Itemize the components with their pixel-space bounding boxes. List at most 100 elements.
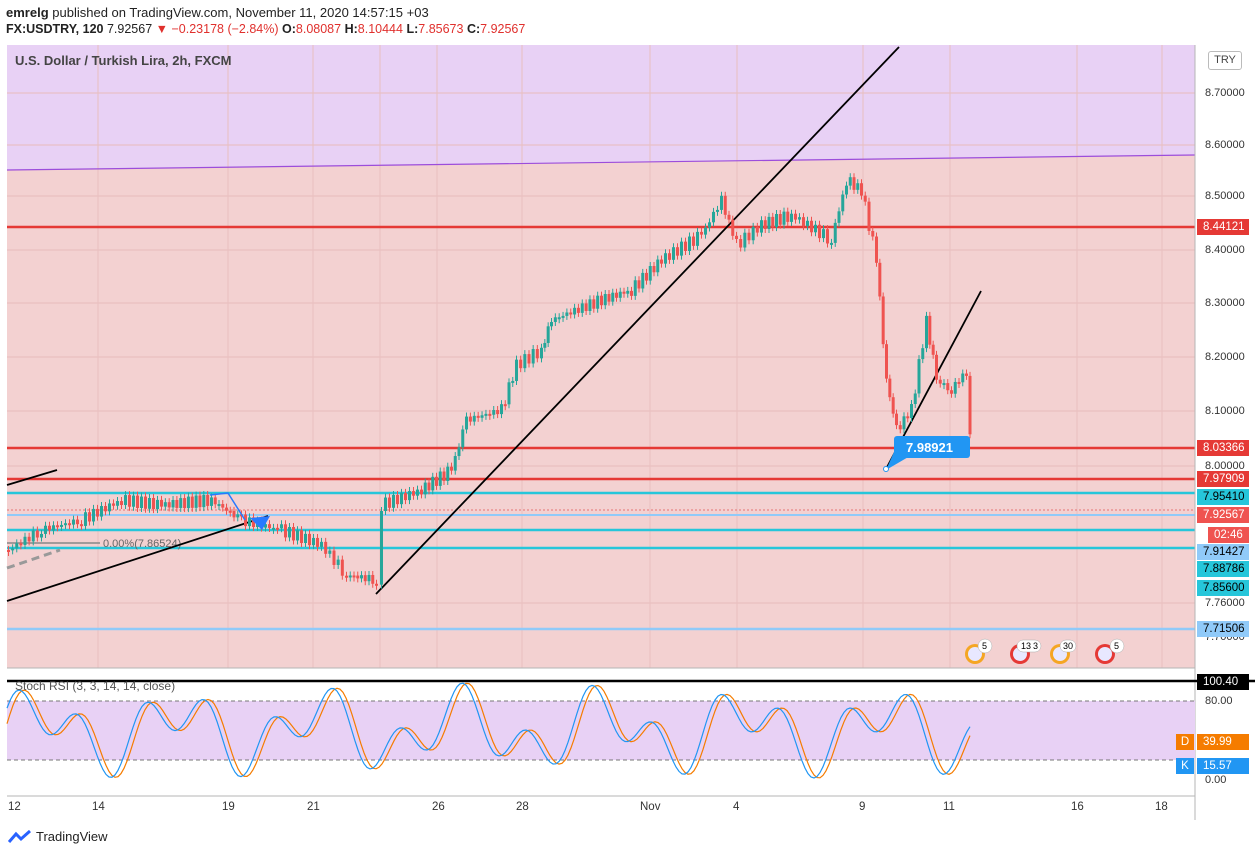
candle-body <box>931 344 935 355</box>
candle-body <box>248 517 251 527</box>
candle-body <box>712 211 715 223</box>
price-tag: 7.85600 <box>1197 580 1249 596</box>
candle-body <box>845 185 848 195</box>
candle-body <box>380 510 383 585</box>
candle-body <box>217 504 221 507</box>
candle-body <box>186 496 190 509</box>
currency-button[interactable]: TRY <box>1208 51 1242 70</box>
tradingview-logo-icon <box>8 829 31 843</box>
candle-body <box>457 447 461 457</box>
stoch-band <box>7 701 1195 760</box>
candle-body <box>252 517 255 528</box>
candle-body <box>515 359 518 381</box>
author-name[interactable]: emrelg <box>6 5 49 20</box>
candle-body <box>692 236 695 246</box>
stoch-d-value: 39.99 <box>1197 734 1249 750</box>
candle-body <box>573 307 577 315</box>
date-label: 11 <box>943 801 955 813</box>
candle-body <box>946 383 950 391</box>
badge-2: 13 <box>1021 641 1031 651</box>
candle-body <box>340 559 344 576</box>
candle-body <box>546 326 550 343</box>
candle-body <box>557 317 561 320</box>
candle-body <box>446 466 450 481</box>
date-label: Nov <box>640 801 661 813</box>
candle-body <box>778 214 782 225</box>
candle-body <box>503 404 507 407</box>
candle-body <box>44 525 47 534</box>
candle-body <box>910 404 913 418</box>
candle-body <box>202 494 206 508</box>
candle-body <box>942 383 946 386</box>
candle-body <box>363 575 367 582</box>
candle-body <box>826 229 829 244</box>
candle-body <box>221 504 225 508</box>
price-axis-label: 8.60000 <box>1205 139 1245 151</box>
candle-body <box>833 222 837 243</box>
candle-body <box>875 236 878 263</box>
candle-body <box>92 508 95 522</box>
candle-body <box>588 299 592 311</box>
candle-body <box>292 527 295 541</box>
candle-body <box>771 216 775 228</box>
candle-body <box>600 295 603 306</box>
chart-title: U.S. Dollar / Turkish Lira, 2h, FXCM <box>15 53 232 68</box>
dashed-trendline[interactable] <box>6 548 61 570</box>
candle-body <box>88 512 91 522</box>
candle-body <box>863 195 867 202</box>
date-label: 16 <box>1071 801 1084 813</box>
candle-body <box>244 514 247 527</box>
price-axis-label: 8.10000 <box>1205 405 1245 417</box>
candle-body <box>965 373 968 376</box>
low-label: L: <box>406 22 419 36</box>
badge-1: 5 <box>982 641 987 651</box>
candle-body <box>576 307 580 313</box>
candle-body <box>408 491 411 501</box>
stoch-d-key: D <box>1176 734 1194 750</box>
price-axis-label: 8.70000 <box>1205 87 1245 99</box>
price-callout[interactable]: 7.98921 <box>883 436 971 472</box>
price-tag: 7.91427 <box>1197 544 1249 560</box>
date-label: 18 <box>1155 801 1168 813</box>
candle-body <box>140 496 143 508</box>
candle-body <box>68 523 71 526</box>
candle-body <box>856 183 860 190</box>
resistance-trendline[interactable] <box>6 154 1196 171</box>
candle-body <box>676 247 679 256</box>
candle-body <box>272 527 275 530</box>
candle-body <box>304 533 307 544</box>
candle-body <box>152 498 155 510</box>
candle-body <box>727 214 731 220</box>
stoch-label[interactable]: Stoch RSI (3, 3, 14, 14, close) <box>15 679 176 693</box>
ohlc-line: FX:USDTRY, 120 7.92567 ▼ −0.23178 (−2.84… <box>6 22 525 36</box>
candle-body <box>52 525 55 531</box>
price-tag: 8.03366 <box>1197 440 1249 456</box>
candle-body <box>156 499 159 510</box>
candle-body <box>618 291 622 298</box>
candle-body <box>232 510 236 518</box>
candle-body <box>356 575 360 579</box>
candle-body <box>818 224 821 239</box>
candle-body <box>743 232 747 248</box>
event-badges[interactable]: 5 13 3 30 5 <box>965 638 1125 664</box>
price-axis-label: 8.30000 <box>1205 297 1245 309</box>
stoch-k-key: K <box>1176 758 1194 774</box>
candle-body <box>442 471 446 481</box>
candle-body <box>384 497 387 511</box>
candle-body <box>511 380 515 383</box>
candle-body <box>420 489 423 495</box>
candle-body <box>822 229 825 239</box>
candle-body <box>888 378 892 398</box>
date-label: 9 <box>859 801 866 813</box>
candle-body <box>696 231 699 246</box>
price-tag: 7.95410 <box>1197 489 1249 505</box>
publish-date: published on TradingView.com, November 1… <box>52 5 429 20</box>
candle-body <box>611 292 615 302</box>
tradingview-logo[interactable]: TradingView <box>8 829 108 844</box>
candle-body <box>519 359 523 369</box>
candle-body <box>802 217 805 227</box>
open-value: 8.08087 <box>295 22 342 36</box>
candle-body <box>763 220 767 230</box>
candle-body <box>891 397 895 414</box>
